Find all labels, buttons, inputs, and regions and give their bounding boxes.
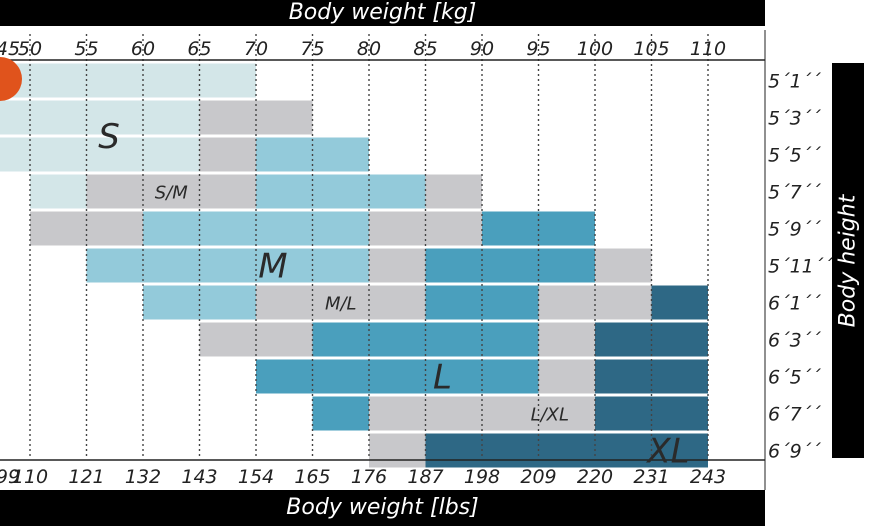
cell-m bbox=[86, 248, 369, 283]
height-tick-label: 6´9´´ bbox=[768, 441, 821, 463]
cell-m-l bbox=[425, 174, 482, 209]
height-axis-title-text: Body height bbox=[835, 194, 861, 327]
kg-tick-label: 60 bbox=[131, 38, 155, 60]
cell-m-l bbox=[369, 248, 426, 283]
lbs-axis-title-text: Body weight [lbs] bbox=[286, 495, 479, 520]
cell-m-l bbox=[256, 285, 426, 320]
size-label: L bbox=[433, 358, 452, 398]
kg-tick-label: 95 bbox=[526, 38, 550, 60]
cell-s bbox=[30, 174, 87, 209]
lbs-tick-label: 187 bbox=[407, 466, 443, 488]
cell-m bbox=[256, 174, 426, 209]
cell-xl bbox=[425, 433, 708, 468]
kg-tick-label: 110 bbox=[690, 38, 726, 60]
height-tick-label: 6´3´´ bbox=[768, 330, 821, 352]
cell-xl bbox=[651, 285, 708, 320]
kg-tick-label: 75 bbox=[300, 38, 324, 60]
kg-tick-label: 90 bbox=[470, 38, 494, 60]
lbs-tick-label: 143 bbox=[181, 466, 217, 488]
cell-l-xl bbox=[369, 433, 426, 468]
lbs-tick-label: 132 bbox=[125, 466, 161, 488]
cell-s-m bbox=[199, 100, 313, 135]
size-label: S bbox=[98, 117, 120, 157]
size-label: M bbox=[258, 247, 287, 287]
cell-l-xl bbox=[595, 248, 652, 283]
kg-tick-label: 55 bbox=[74, 38, 98, 60]
cell-l bbox=[312, 396, 369, 431]
cell-s bbox=[0, 137, 200, 172]
lbs-tick-label: 165 bbox=[294, 466, 330, 488]
cell-s bbox=[0, 100, 200, 135]
height-tick-label: 5´3´´ bbox=[768, 108, 821, 130]
lbs-tick-label: 154 bbox=[238, 466, 274, 488]
kg-tick-label: 45 bbox=[0, 38, 20, 60]
cell-l-xl bbox=[538, 359, 595, 394]
cell-l-xl bbox=[538, 285, 652, 320]
kg-tick-label: 105 bbox=[633, 38, 669, 60]
height-tick-label: 5´7´´ bbox=[768, 182, 821, 204]
height-tick-label: 6´1´´ bbox=[768, 293, 821, 315]
cell-l bbox=[256, 359, 539, 394]
grid-lines bbox=[0, 30, 766, 490]
kg-tick-label: 85 bbox=[413, 38, 437, 60]
kg-tick-label: 65 bbox=[187, 38, 211, 60]
lbs-tick-labels: 99110 121 132 143 154 165 176 187 198 209 220 231 24… bbox=[0, 466, 726, 488]
size-label: M/L bbox=[325, 294, 357, 315]
size-label: XL bbox=[645, 432, 689, 472]
kg-tick-label: 100 bbox=[577, 38, 613, 60]
lbs-tick-label: 121 bbox=[68, 466, 104, 488]
height-tick-label: 6´7´´ bbox=[768, 404, 821, 426]
cell-s bbox=[0, 63, 256, 98]
height-tick-label: 5´11´´ bbox=[768, 256, 833, 278]
kg-tick-label: 50 bbox=[18, 38, 42, 60]
lbs-tick-label: 99 bbox=[0, 466, 20, 488]
height-tick-label: 5´5´´ bbox=[768, 145, 821, 167]
cell-s-m bbox=[86, 174, 256, 209]
orange-badge bbox=[0, 57, 22, 101]
cell-l bbox=[425, 285, 539, 320]
height-tick-label: 5´9´´ bbox=[768, 219, 821, 241]
height-tick-label: 6´5´´ bbox=[768, 367, 821, 389]
lbs-tick-label: 231 bbox=[633, 466, 669, 488]
height-axis-title: Body height bbox=[832, 63, 864, 458]
size-label: S/M bbox=[155, 183, 188, 204]
cell-l bbox=[425, 248, 595, 283]
lbs-tick-label: 209 bbox=[520, 466, 556, 488]
lbs-tick-label: 110 bbox=[12, 466, 48, 488]
lbs-tick-label: 243 bbox=[690, 466, 726, 488]
size-labels: S S/M M M/L L L/XL XL bbox=[98, 117, 689, 472]
kg-tick-label: 70 bbox=[244, 38, 268, 60]
size-label: L/XL bbox=[531, 405, 569, 426]
kg-axis-title: Body weight [kg] bbox=[0, 0, 765, 26]
kg-tick-labels: 4550 55 60 65 70 75 80 85 90 95 100 105 110 bbox=[0, 38, 726, 60]
lbs-tick-label: 198 bbox=[464, 466, 500, 488]
lbs-tick-label: 220 bbox=[577, 466, 613, 488]
cell-m bbox=[143, 285, 256, 320]
lbs-tick-label: 176 bbox=[351, 466, 387, 488]
cell-s-m bbox=[199, 137, 256, 172]
height-tick-labels: 5´1´´ 5´3´´ 5´5´´ 5´7´´ 5´9´´ 5´11´´ 6´1´´ 6´3´… bbox=[768, 71, 833, 463]
cell-l-xl bbox=[538, 322, 595, 357]
height-tick-label: 5´1´´ bbox=[768, 71, 821, 93]
lbs-axis-title: Body weight [lbs] bbox=[0, 490, 765, 526]
kg-tick-label: 80 bbox=[357, 38, 381, 60]
